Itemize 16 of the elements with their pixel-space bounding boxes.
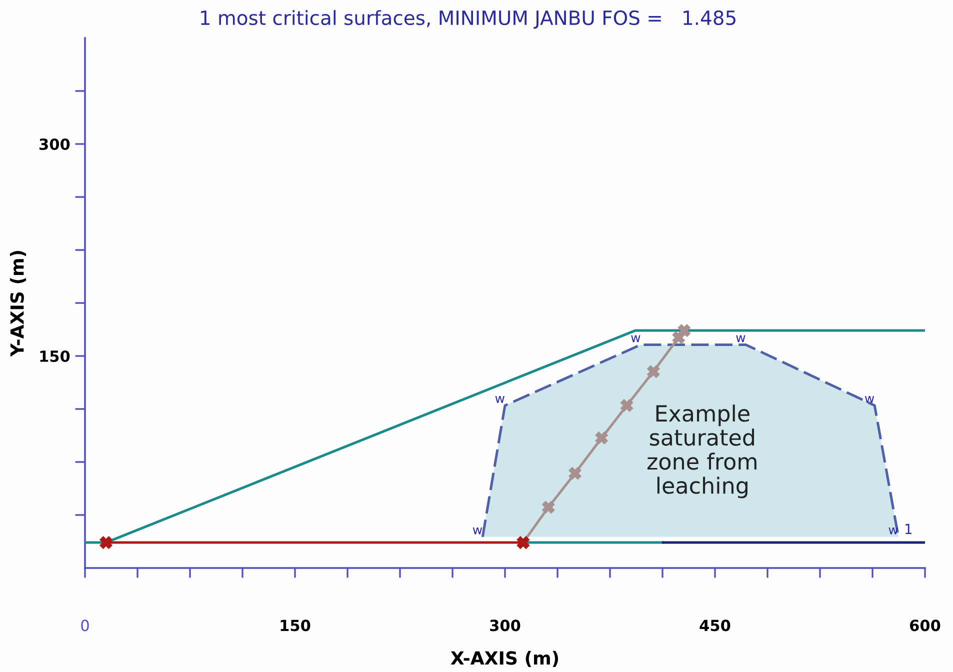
annotation: w — [736, 335, 746, 342]
chart-title: 1 most critical surfaces, MINIMUM JANBU FOS = 1.485 — [201, 10, 736, 29]
x-tick-label: 600 — [910, 620, 940, 632]
annotation: Example saturated zone from leaching — [647, 404, 756, 498]
x-tick-label: 150 — [280, 620, 310, 632]
annotation: 1 — [905, 524, 912, 534]
annotation: w — [495, 396, 504, 403]
x-axis-title: X-AXIS (m) — [450, 650, 558, 667]
annotation: w — [864, 396, 874, 403]
annotation: w — [888, 527, 898, 534]
x-tick-label: 450 — [700, 620, 730, 632]
x-tick-label: 0 — [81, 620, 89, 632]
y-axis-title: Y-AXIS (m) — [10, 250, 26, 357]
x-tick-label: 300 — [490, 620, 520, 632]
annotation: w — [472, 527, 482, 534]
annotation: w — [631, 335, 640, 342]
